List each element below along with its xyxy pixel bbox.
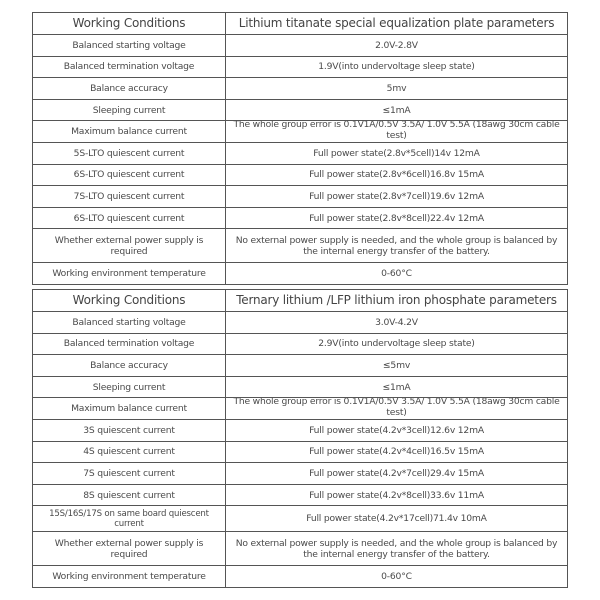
row-value: Full power state(2.8v*8cell)22.4v 12mA xyxy=(225,206,568,230)
row-value: 2.0V-2.8V xyxy=(225,34,568,57)
table-row: Balanced starting voltage 3.0V-4.2V xyxy=(32,311,568,334)
table-row: Balanced termination voltage 1.9V(into un… xyxy=(32,55,568,79)
table-row: Balance accuracy 5mv xyxy=(32,77,568,100)
row-value: 0-60°C xyxy=(225,262,568,285)
row-label: 6S-LTO quiescent current xyxy=(32,163,226,187)
row-label: Working environment temperature xyxy=(32,262,226,285)
row-value: Full power state(2.8v*6cell)16.8v 15mA xyxy=(225,163,568,187)
lto-parameters-table: Working Conditions Lithium titanate spec… xyxy=(32,12,568,285)
row-label: 3S quiescent current xyxy=(32,418,226,442)
row-value: The whole group error is 0.1V1A/0.5V 3.5… xyxy=(225,120,568,143)
row-label: Balance accuracy xyxy=(32,354,226,377)
row-value: 5mv xyxy=(225,77,568,100)
table-row: 4S quiescent current Full power state(4.2… xyxy=(32,440,568,464)
row-label: Balanced starting voltage xyxy=(32,34,226,57)
row-value: ≤1mA xyxy=(225,375,568,399)
table-row: Whether external power supply is require… xyxy=(32,228,568,264)
header-cell: Working Conditions xyxy=(32,289,226,312)
row-value: Full power state(4.2v*4cell)16.5v 15mA xyxy=(225,440,568,464)
ternary-lfp-parameters-table: Working Conditions Ternary lithium /LFP … xyxy=(32,289,568,588)
header-cell: Working Conditions xyxy=(32,12,226,35)
row-label: Balanced termination voltage xyxy=(32,332,226,356)
row-label: Maximum balance current xyxy=(32,120,226,143)
row-label: Balance accuracy xyxy=(32,77,226,100)
row-label: Whether external power supply is require… xyxy=(32,531,226,567)
header-cell: Ternary lithium /LFP lithium iron phosph… xyxy=(225,289,568,312)
row-value: The whole group error is 0.1V1A/0.5V 3.5… xyxy=(225,397,568,420)
table-row: Working environment temperature 0-60°C xyxy=(32,262,568,285)
table-row: Sleeping current ≤1mA xyxy=(32,98,568,122)
row-value: ≤1mA xyxy=(225,98,568,122)
row-value: Full power state(2.8v*5cell)14v 12mA xyxy=(225,141,568,165)
row-label: Sleeping current xyxy=(32,98,226,122)
table-row: Balanced termination voltage 2.9V(into un… xyxy=(32,332,568,356)
row-value: Full power state(2.8v*7cell)19.6v 12mA xyxy=(225,185,568,208)
row-value: No external power supply is needed, and … xyxy=(225,531,568,567)
table-row: 3S quiescent current Full power state(4.2… xyxy=(32,418,568,442)
table-row: 5S-LTO quiescent current Full power state… xyxy=(32,141,568,165)
row-value: 3.0V-4.2V xyxy=(225,311,568,334)
table-row: Balance accuracy ≤5mv xyxy=(32,354,568,377)
table-row: Working environment temperature 0-60°C xyxy=(32,565,568,588)
row-label: 7S quiescent current xyxy=(32,462,226,485)
row-label: 5S-LTO quiescent current xyxy=(32,141,226,165)
header-cell: Lithium titanate special equalization pl… xyxy=(225,12,568,35)
row-value-text: The whole group error is 0.1V1A/0.5V 3.5… xyxy=(233,397,560,416)
table-row: 6S-LTO quiescent current Full power state… xyxy=(32,206,568,230)
row-value: Full power state(4.2v*8cell)33.6v 11mA xyxy=(225,483,568,507)
row-label: Balanced termination voltage xyxy=(32,55,226,79)
row-label: Whether external power supply is require… xyxy=(32,228,226,264)
row-label: 6S-LTO quiescent current xyxy=(32,206,226,230)
row-value: Full power state(4.2v*3cell)12.6v 12mA xyxy=(225,418,568,442)
table-row: Whether external power supply is require… xyxy=(32,531,568,567)
row-label: 8S quiescent current xyxy=(32,483,226,507)
row-value: Full power state(4.2v*17cell)71.4v 10mA xyxy=(225,505,568,533)
table-header: Working Conditions Lithium titanate spec… xyxy=(32,12,568,35)
row-label: 4S quiescent current xyxy=(32,440,226,464)
row-value-text: The whole group error is 0.1V1A/0.5V 3.5… xyxy=(233,120,560,139)
table-row: 7S quiescent current Full power state(4.2… xyxy=(32,462,568,485)
row-label: 7S-LTO quiescent current xyxy=(32,185,226,208)
table-row: Maximum balance current The whole group e… xyxy=(32,397,568,420)
row-value: 0-60°C xyxy=(225,565,568,588)
table-row: Sleeping current ≤1mA xyxy=(32,375,568,399)
row-label: Working environment temperature xyxy=(32,565,226,588)
table-row: 7S-LTO quiescent current Full power state… xyxy=(32,185,568,208)
row-label: Maximum balance current xyxy=(32,397,226,420)
row-label: Balanced starting voltage xyxy=(32,311,226,334)
table-row: Maximum balance current The whole group e… xyxy=(32,120,568,143)
row-value: Full power state(4.2v*7cell)29.4v 15mA xyxy=(225,462,568,485)
row-value: 2.9V(into undervoltage sleep state) xyxy=(225,332,568,356)
table-row: 15S/16S/17S on same board quiescent curr… xyxy=(32,505,568,533)
row-label: 15S/16S/17S on same board quiescent curr… xyxy=(32,505,226,533)
table-row: Balanced starting voltage 2.0V-2.8V xyxy=(32,34,568,57)
row-label: Sleeping current xyxy=(32,375,226,399)
row-value: ≤5mv xyxy=(225,354,568,377)
table-header: Working Conditions Ternary lithium /LFP … xyxy=(32,289,568,312)
row-value: 1.9V(into undervoltage sleep state) xyxy=(225,55,568,79)
row-value: No external power supply is needed, and … xyxy=(225,228,568,264)
table-row: 6S-LTO quiescent current Full power state… xyxy=(32,163,568,187)
table-row: 8S quiescent current Full power state(4.2… xyxy=(32,483,568,507)
